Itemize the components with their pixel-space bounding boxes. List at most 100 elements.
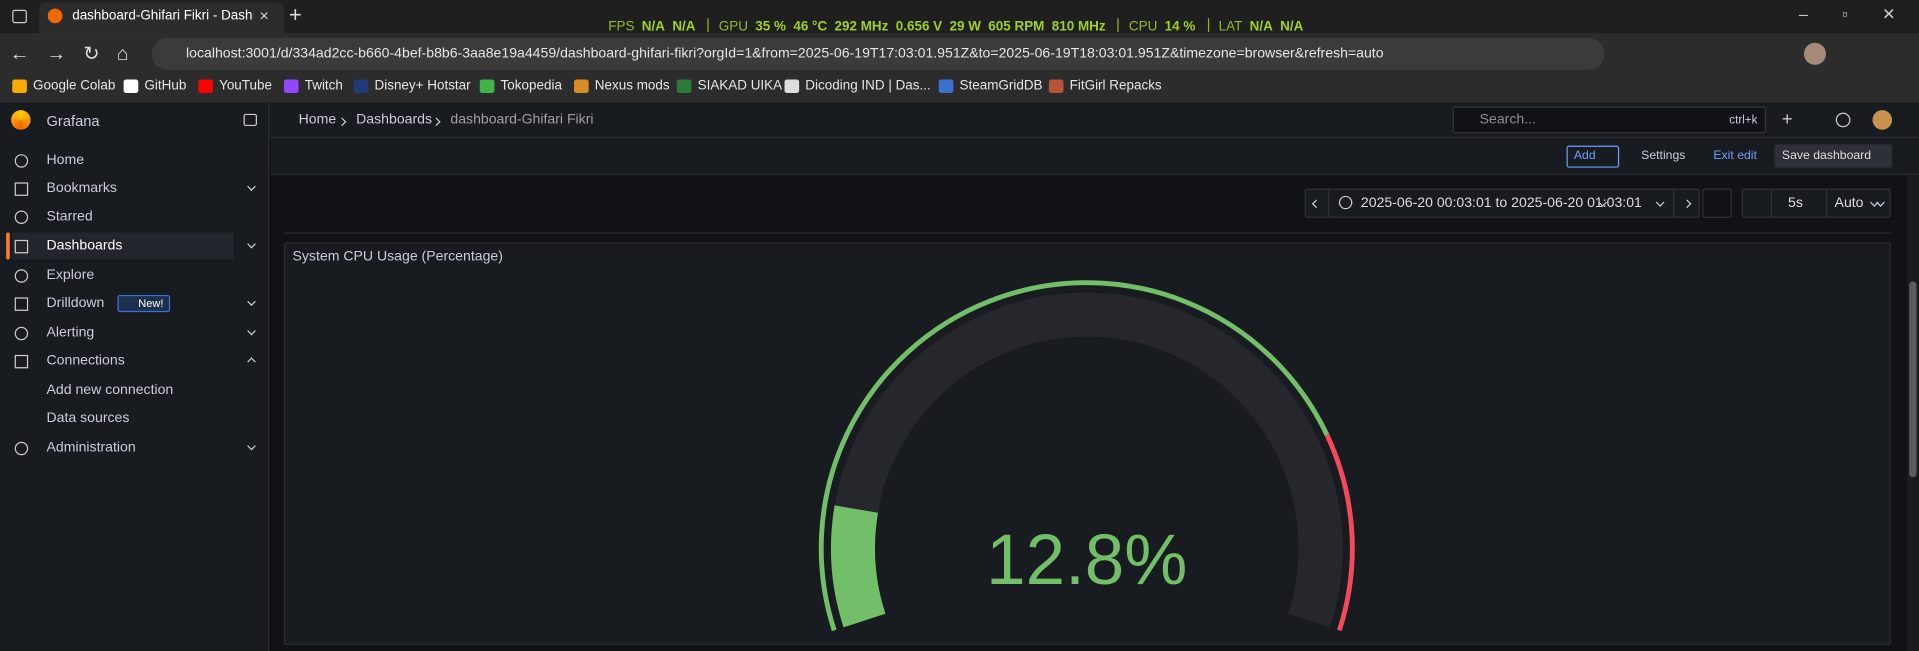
bookmark-icon[interactable] [573, 79, 589, 94]
bookmark[interactable]: Google Colab [33, 78, 116, 94]
new-menu[interactable]: + [1781, 108, 1793, 130]
threshold-base [818, 280, 1330, 632]
bookmark-icon[interactable] [676, 79, 692, 94]
url[interactable]: localhost:3001/d/334ad2cc-b660-4bef-b8b6… [186, 46, 1384, 62]
edit-toolbar [270, 138, 1919, 176]
nav-icon [14, 210, 29, 224]
bookmark[interactable]: FitGirl Repacks [1069, 78, 1162, 94]
nav-item[interactable]: Administration [46, 440, 136, 456]
auto-refresh[interactable]: Auto [1834, 195, 1864, 211]
bookmark[interactable]: Dicoding IND | Das... [805, 78, 931, 94]
bookmark[interactable]: Tokopedia [500, 78, 562, 94]
add-label[interactable]: Add [1573, 149, 1596, 163]
tab-title[interactable]: dashboard-Ghifari Fikri - Dashbo [72, 8, 254, 24]
breadcrumb: dashboard-Ghifari Fikri [450, 112, 594, 128]
refresh-interval[interactable]: 5s [1788, 195, 1803, 211]
overlay-sep [707, 18, 709, 32]
nav-item[interactable]: Add new connection [46, 383, 174, 398]
overlay-label: LAT [1218, 19, 1243, 35]
refresh-picker[interactable] [1741, 188, 1891, 218]
overlay-value: 29 W [949, 19, 981, 35]
profile[interactable] [1803, 42, 1826, 65]
bookmark[interactable]: Twitch [304, 78, 343, 94]
badge: New! [117, 294, 170, 313]
tab-close[interactable]: × [259, 6, 269, 25]
nav-icon [14, 297, 29, 311]
bookmark[interactable]: GitHub [144, 78, 187, 94]
bookmark-icon[interactable] [1048, 79, 1064, 94]
breadcrumb[interactable]: Home [298, 112, 337, 128]
bookmark[interactable]: YouTube [219, 78, 272, 94]
threshold-high [1324, 434, 1355, 632]
zoom-out[interactable] [1702, 188, 1732, 218]
dock-menu[interactable] [243, 113, 258, 127]
overlay-value: N/A [672, 19, 696, 35]
grafana-logo[interactable] [11, 110, 31, 130]
gauge: 12.8% [818, 280, 1355, 632]
search-placeholder[interactable]: Search... [1479, 112, 1536, 128]
nav-item[interactable]: Data sources [46, 411, 130, 426]
save-button[interactable] [1774, 144, 1893, 168]
bookmark[interactable]: SteamGridDB [959, 78, 1043, 94]
add-button[interactable] [1566, 145, 1620, 168]
active-tab[interactable] [39, 2, 284, 34]
bookmark-icon[interactable] [198, 79, 213, 94]
help[interactable] [1835, 112, 1851, 128]
overlay-value: 35 % [755, 19, 786, 35]
settings-button[interactable]: Settings [1641, 149, 1686, 163]
sep [1673, 188, 1675, 218]
bookmark-icon[interactable] [123, 79, 139, 94]
nav-item[interactable]: Starred [46, 209, 93, 224]
nav-item[interactable]: Dashboards [46, 238, 123, 254]
scrollbar-thumb[interactable] [1909, 281, 1917, 478]
new-tab[interactable]: + [288, 2, 302, 27]
bookmark-icon[interactable] [479, 79, 495, 94]
search-box[interactable] [1452, 106, 1767, 134]
gauge-value [831, 505, 886, 628]
bookmark[interactable]: Nexus mods [594, 78, 670, 94]
save-label[interactable]: Save dashboard [1781, 149, 1872, 163]
time-range[interactable]: 2025-06-20 00:03:01 to 2025-06-20 01:03:… [1360, 195, 1642, 211]
overlay-label: GPU [718, 19, 748, 35]
nav-icon [14, 326, 29, 341]
sep [1770, 188, 1773, 218]
overlay-sep [1117, 18, 1120, 32]
brand[interactable]: Grafana [46, 112, 100, 130]
overlay-value: N/A [1249, 19, 1273, 35]
overlay-value: N/A [1280, 19, 1304, 35]
user-avatar[interactable] [1872, 110, 1893, 130]
nav-icon [14, 354, 29, 369]
bookmark-icon[interactable] [12, 79, 27, 94]
bookmark-icon[interactable] [784, 79, 800, 94]
active-item [12, 232, 234, 260]
nav-icon [14, 154, 29, 168]
nav-item[interactable]: Home [46, 152, 85, 168]
sidebar [0, 102, 270, 651]
address-bar[interactable] [151, 37, 1605, 70]
bookmark[interactable]: SIAKAD UIKA [697, 78, 783, 94]
nav-buttons[interactable]: ←→↻⌂ [9, 44, 146, 65]
panel-title: System CPU Usage (Percentage) [292, 249, 503, 265]
nav-item[interactable]: Drilldown [46, 296, 105, 311]
bookmark-icon[interactable] [283, 79, 299, 94]
overlay-value: 292 MHz [834, 19, 889, 35]
overlay-value: 14 % [1164, 19, 1196, 35]
nav-item[interactable]: Alerting [46, 325, 95, 341]
nav-icon [14, 239, 29, 254]
sep [1825, 188, 1828, 218]
window-controls[interactable]: –▫✕ [1799, 4, 1919, 24]
clock-icon [1338, 195, 1353, 210]
nav-item[interactable]: Bookmarks [46, 181, 117, 196]
bookmark-icon[interactable] [353, 79, 369, 94]
breadcrumb[interactable]: Dashboards [356, 112, 433, 128]
nav-item[interactable]: Connections [46, 353, 125, 369]
bookmark[interactable]: Disney+ Hotstar [374, 78, 471, 94]
exit-edit-button[interactable]: Exit edit [1713, 149, 1757, 163]
nav-item[interactable]: Explore [46, 268, 95, 283]
hw-overlay: FPS N/A N/A GPU 35 % 46 °C 292 MHz 0.656 V 29 W 6… [608, 18, 1310, 34]
tab-actions[interactable] [12, 9, 27, 24]
time-picker[interactable] [1304, 188, 1700, 218]
bookmark-icon[interactable] [938, 79, 954, 94]
